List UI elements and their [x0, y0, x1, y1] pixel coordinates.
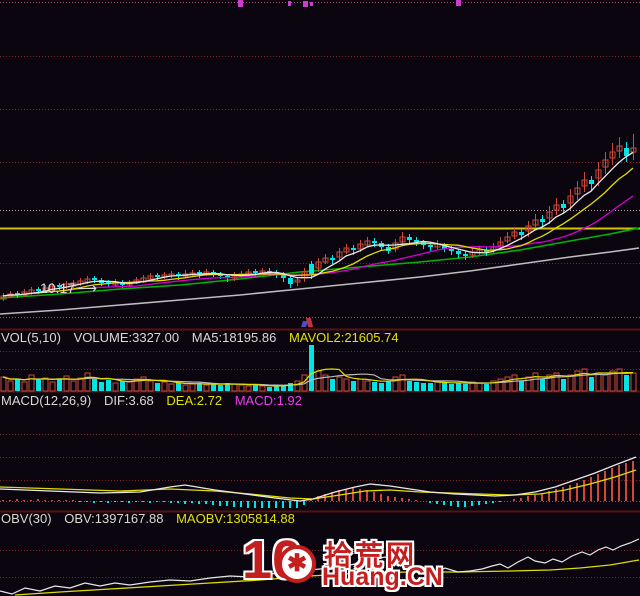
obv-maobv-value: MAOBV:1305814.88	[176, 511, 295, 526]
price-annotation: 10.17 ⟶	[40, 280, 97, 297]
candles-layer	[0, 134, 637, 301]
obv-layer	[0, 538, 640, 596]
watermark-logo: 10 ✱ 拾荒网 Huang.CN	[242, 532, 443, 594]
marker-flag-icon	[301, 318, 314, 329]
macd-indicator-row: MACD(12,26,9) DIF:3.68 DEA:2.72 MACD:1.9…	[1, 393, 311, 408]
obv-indicator-name[interactable]: OBV(30)	[1, 511, 52, 526]
macd-indicator-name[interactable]: MACD(12,26,9)	[1, 393, 92, 408]
volume-layer	[0, 345, 637, 392]
price-annotation-value: 10.17	[40, 280, 76, 296]
slow-ma-layer	[0, 227, 640, 315]
vol-indicator-name[interactable]: VOL(5,10)	[1, 330, 61, 345]
vol-indicator-row: VOL(5,10) VOLUME:3327.00 MA5:18195.86 MA…	[1, 330, 408, 345]
watermark-site-en: Huang.CN	[322, 563, 443, 591]
vol-mavol2-value: MAVOL2:21605.74	[288, 330, 399, 345]
obv-obv-value: OBV:1397167.88	[64, 511, 164, 526]
macd-macd-value: MACD:1.92	[234, 393, 302, 408]
gear-icon: ✱	[278, 545, 316, 583]
vol-ma5-value: MA5:18195.86	[191, 330, 277, 345]
top-marks-layer	[238, 0, 461, 7]
macd-dea-value: DEA:2.72	[166, 393, 223, 408]
vol-volume-value: VOLUME:3327.00	[73, 330, 180, 345]
macd-dif-value: DIF:3.68	[103, 393, 154, 408]
right-arrow-icon: ⟶	[77, 280, 97, 296]
fast-ma-layer	[2, 151, 634, 297]
obv-indicator-row: OBV(30) OBV:1397167.88 MAOBV:1305814.88	[1, 511, 304, 526]
macd-layer	[0, 456, 637, 508]
watermark-site-cn: 拾荒网	[324, 540, 418, 571]
